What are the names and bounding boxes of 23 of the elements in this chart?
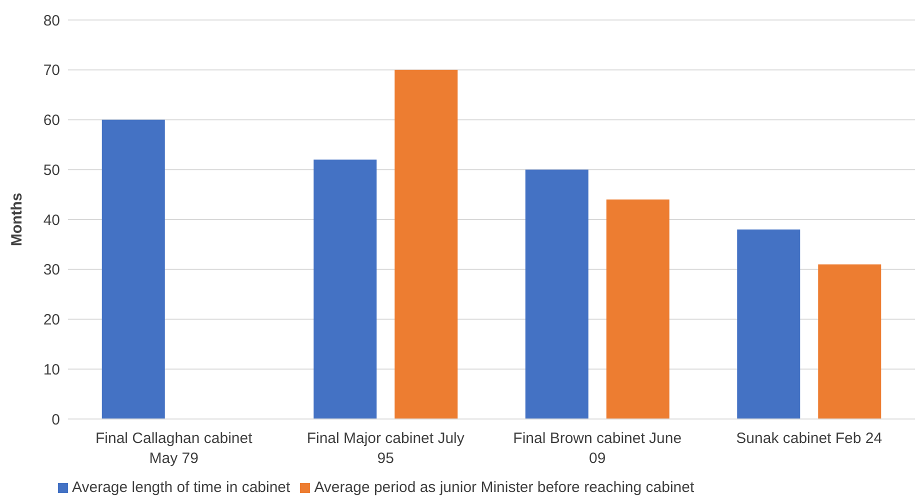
bar [525, 170, 588, 419]
bar [394, 70, 458, 419]
y-tick-label: 50 [43, 162, 60, 179]
bar [314, 160, 377, 419]
y-tick-label: 40 [43, 212, 60, 229]
y-tick-label: 0 [52, 411, 60, 428]
y-axis-title: Months [8, 192, 26, 246]
x-tick-label: Sunak cabinet Feb 24 [736, 430, 882, 447]
x-tick-label: Final Brown cabinet June 09 [513, 430, 682, 467]
bar [606, 200, 670, 419]
y-tick-label: 20 [43, 312, 60, 329]
y-tick-label: 10 [43, 361, 60, 378]
bar [102, 120, 165, 419]
bar [818, 264, 882, 419]
bar [737, 229, 800, 419]
legend-label: Average period as junior Minister before reaching cabinet [314, 479, 694, 496]
legend-label: Average length of time in cabinet [72, 479, 290, 496]
x-tick-label: Final Major cabinet July 95 [306, 430, 465, 467]
x-tick-label: Final Callaghan cabinet May 79 [95, 430, 254, 467]
y-tick-label: 70 [43, 62, 60, 80]
y-tick-label: 80 [43, 12, 60, 30]
y-tick-label: 60 [43, 112, 60, 130]
y-tick-label: 30 [43, 262, 60, 279]
